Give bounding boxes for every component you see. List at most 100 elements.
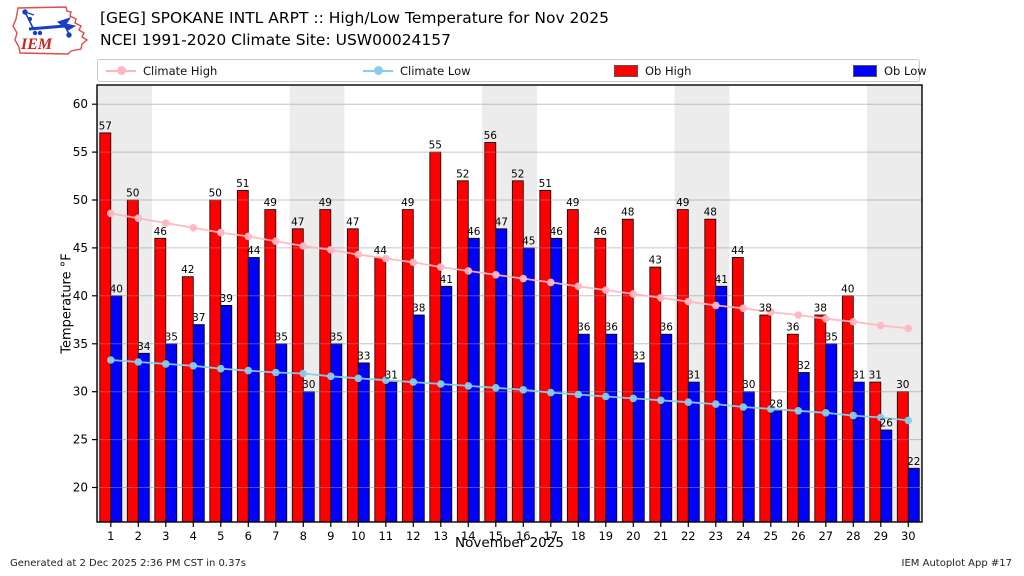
climate-low-marker <box>629 394 638 403</box>
x-tick-label: 15 <box>488 529 503 543</box>
climate-high-line <box>110 212 909 330</box>
ob-high-bar-25 <box>759 314 772 523</box>
ob-high-bar-6 <box>236 189 249 523</box>
ob-low-value-label: 46 <box>467 226 481 238</box>
y-tick-label: 50 <box>73 193 88 207</box>
x-tick-label: 8 <box>300 529 307 543</box>
climate-low-marker <box>382 376 390 385</box>
climate-low-marker <box>189 362 198 370</box>
ob-high-value-label: 50 <box>126 188 139 200</box>
ob-high-bar-18 <box>566 209 579 523</box>
ob-low-bar-1 <box>110 295 123 523</box>
ob-low-value-label: 36 <box>577 322 591 334</box>
climate-high-marker <box>492 271 500 279</box>
ob-low-bar-24 <box>742 391 755 523</box>
ob-high-value-label: 49 <box>401 197 414 209</box>
ob-high-value-label: 38 <box>814 303 827 315</box>
x-tick-label: 25 <box>763 529 778 543</box>
ob-low-value-label: 47 <box>495 216 508 228</box>
ob-high-value-label: 30 <box>896 379 909 391</box>
page-subtitle: NCEI 1991-2020 Climate Site: USW00024157 <box>100 31 452 49</box>
x-tick-label: 23 <box>708 529 723 543</box>
climate-high-marker <box>602 286 610 294</box>
ob-low-value-label: 35 <box>330 331 343 343</box>
x-tick-label: 18 <box>571 529 586 543</box>
ob-high-value-label: 56 <box>484 130 498 142</box>
climate-high-marker <box>822 315 830 323</box>
ob-high-value-label: 38 <box>759 303 772 315</box>
climate-high-marker <box>272 237 280 245</box>
x-tick-label: 20 <box>626 529 641 543</box>
ob-low-bar-27 <box>825 343 838 523</box>
ob-high-bar-1 <box>99 132 112 523</box>
legend-label: Ob High <box>645 63 692 78</box>
climate-high-marker <box>107 209 115 218</box>
ob-low-value-label: 31 <box>852 370 865 382</box>
climate-low-marker <box>464 382 473 390</box>
ob-high-bar-17 <box>539 189 552 523</box>
ob-low-value-label: 38 <box>412 303 425 315</box>
ob-high-value-label: 42 <box>181 264 194 276</box>
ob-high-value-label: 52 <box>456 168 469 180</box>
ob-high-bar-7 <box>264 209 277 523</box>
climate-low-marker <box>794 407 803 415</box>
climate-high-marker <box>134 214 143 222</box>
climate-high-marker <box>519 274 528 283</box>
climate-high-marker <box>739 304 748 313</box>
ob-high-bar-11 <box>374 257 387 523</box>
climate-high-marker <box>547 278 555 287</box>
ob-high-value-label: 46 <box>154 226 168 238</box>
climate-high-marker <box>244 232 253 241</box>
ob-high-value-label: 48 <box>704 207 717 219</box>
ob-low-bar-29 <box>880 429 893 523</box>
ob-high-value-label: 49 <box>676 197 689 209</box>
ob-high-bar-15 <box>484 142 497 523</box>
climate-low-marker <box>519 386 528 394</box>
y-tick-label: 20 <box>73 481 88 495</box>
ob-low-value-label: 35 <box>825 331 838 343</box>
ob-high-value-label: 31 <box>869 370 882 382</box>
weather-vane-icon <box>22 9 77 38</box>
x-tick-label: 10 <box>351 529 366 543</box>
ob-low-value-label: 39 <box>220 293 233 305</box>
climate-low-line-icon <box>363 65 393 76</box>
y-tick-label: 55 <box>73 145 88 159</box>
x-tick-label: 26 <box>791 529 806 543</box>
ob-high-bar-22 <box>676 209 689 523</box>
climate-high-marker <box>657 294 665 302</box>
y-tick-label: 45 <box>73 241 88 255</box>
climate-low-marker <box>107 356 115 364</box>
climate-low-line <box>110 359 909 422</box>
ob-low-bar-13 <box>440 285 453 523</box>
x-tick-label: 13 <box>433 529 448 543</box>
climate-high-marker <box>629 290 638 298</box>
page-title: [GEG] SPOKANE INTL ARPT :: High/Low Temp… <box>100 9 609 27</box>
ob-low-value-label: 28 <box>770 398 783 410</box>
ob-low-bar-30 <box>907 467 920 523</box>
climate-high-marker <box>354 250 363 259</box>
generated-timestamp: Generated at 2 Dec 2025 2:36 PM CST in 0… <box>10 558 247 569</box>
ob-low-bar-9 <box>330 343 343 523</box>
ob-high-value-label: 57 <box>99 120 112 132</box>
x-tick-label: 14 <box>461 529 476 543</box>
ob-low-swatch-icon <box>853 64 877 77</box>
ob-low-value-label: 44 <box>247 245 261 257</box>
ob-low-value-label: 41 <box>440 274 453 286</box>
ob-low-value-label: 32 <box>797 360 810 372</box>
app-credit: IEM Autoplot App #17 <box>901 558 1012 569</box>
climate-low-marker <box>849 411 858 420</box>
y-tick-label: 30 <box>73 385 88 399</box>
ob-low-bar-8 <box>302 391 315 523</box>
climate-low-marker <box>244 366 253 375</box>
x-tick-label: 17 <box>543 529 558 543</box>
legend-item-climate-low: Climate Low <box>363 60 471 81</box>
legend-item-ob-high: Ob High <box>614 60 691 81</box>
ob-low-bar-16 <box>522 247 535 523</box>
ob-low-bar-26 <box>797 372 810 523</box>
ob-high-bar-12 <box>401 209 414 523</box>
ob-low-value-label: 40 <box>110 283 123 295</box>
climate-high-marker <box>684 297 693 306</box>
ob-high-bar-29 <box>869 381 882 523</box>
climate-high-marker <box>574 282 583 291</box>
